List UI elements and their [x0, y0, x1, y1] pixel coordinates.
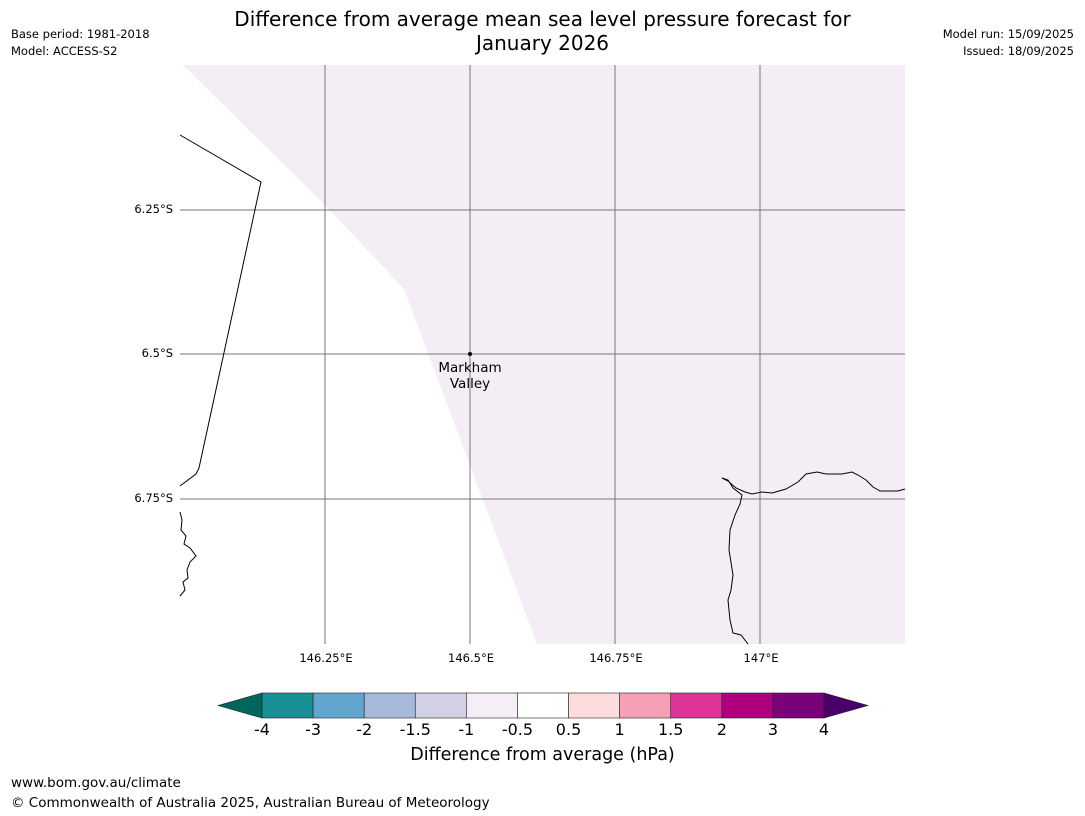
colorbar-tick-label: 4 — [818, 720, 830, 739]
colorbar-bin-3 — [414, 692, 467, 719]
meta-left: Base period: 1981-2018 Model: ACCESS-S2 — [11, 26, 150, 60]
lon-label-2: 146.5°E — [448, 651, 494, 665]
colorbar-tick-label: -0.5 — [501, 720, 534, 739]
lon-label-1: 146.25°E — [299, 651, 353, 665]
base-period: Base period: 1981-2018 — [11, 27, 150, 41]
colorbar-extend-low — [216, 692, 263, 719]
colorbar-bin-0 — [261, 692, 314, 719]
footer-copyright: © Commonwealth of Australia 2025, Austra… — [11, 795, 490, 811]
colorbar-bin-6 — [568, 692, 620, 719]
chart-title: Difference from average mean sea level p… — [0, 7, 1085, 55]
lat-label-1: 6.25°S — [134, 202, 173, 216]
colorbar-extend-high — [823, 692, 870, 719]
coastline-left — [179, 511, 197, 597]
colorbar-tick-label: -3 — [305, 720, 322, 739]
colorbar-tick-label: -2 — [356, 720, 373, 739]
meta-right: Model run: 15/09/2025 Issued: 18/09/2025 — [943, 26, 1074, 60]
issued-date: Issued: 18/09/2025 — [963, 44, 1074, 58]
lat-label-3: 6.75°S — [134, 491, 173, 505]
colorbar-tick-label: -1.5 — [399, 720, 431, 739]
colorbar-bin-7 — [619, 692, 672, 719]
colorbar-tick-label: -4 — [254, 720, 270, 739]
title-line-2: January 2026 — [475, 31, 610, 55]
colorbar-tick-label: 1 — [614, 720, 625, 739]
lon-label-3: 146.75°E — [589, 651, 643, 665]
colorbar-bin-5 — [517, 692, 569, 719]
colorbar-tick-label: 3 — [767, 720, 778, 739]
colorbar-bin-10 — [772, 692, 825, 719]
colorbar-tick-label: 1.5 — [657, 720, 684, 739]
colorbar — [216, 692, 870, 719]
colorbar-tick-label: -1 — [458, 720, 475, 739]
colorbar-bin-8 — [670, 692, 723, 719]
place-label-line-2: Valley — [449, 376, 491, 392]
coastline-right — [721, 471, 906, 645]
model-name: Model: ACCESS-S2 — [11, 44, 118, 58]
colorbar-bin-4 — [466, 692, 518, 719]
colorbar-tick-label: 2 — [716, 720, 727, 739]
colorbar-bin-2 — [363, 692, 416, 719]
lon-label-4: 147°E — [743, 651, 779, 665]
colorbar-bin-1 — [312, 692, 365, 719]
place-label: Markham Valley — [420, 360, 520, 392]
footer-url[interactable]: www.bom.gov.au/climate — [11, 775, 181, 791]
colorbar-bin-9 — [721, 692, 774, 719]
lat-label-2: 6.5°S — [141, 346, 173, 360]
model-run: Model run: 15/09/2025 — [942, 27, 1074, 41]
border-line — [179, 134, 262, 487]
title-line-1: Difference from average mean sea level p… — [234, 7, 851, 31]
place-label-line-1: Markham — [438, 360, 502, 376]
place-marker — [468, 352, 472, 356]
colorbar-label: Difference from average (hPa) — [410, 745, 675, 765]
colorbar-tick-label: 0.5 — [555, 720, 582, 739]
map-panel — [179, 65, 906, 645]
